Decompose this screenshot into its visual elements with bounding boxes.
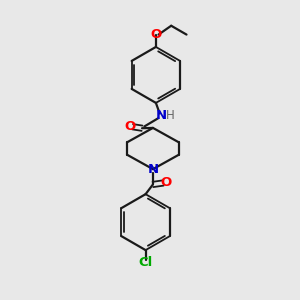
Text: O: O xyxy=(124,120,135,133)
Text: Cl: Cl xyxy=(139,256,153,269)
Text: N: N xyxy=(147,163,158,176)
Text: H: H xyxy=(166,109,174,122)
Text: N: N xyxy=(156,109,167,122)
Text: O: O xyxy=(150,28,161,41)
Text: O: O xyxy=(160,176,172,190)
